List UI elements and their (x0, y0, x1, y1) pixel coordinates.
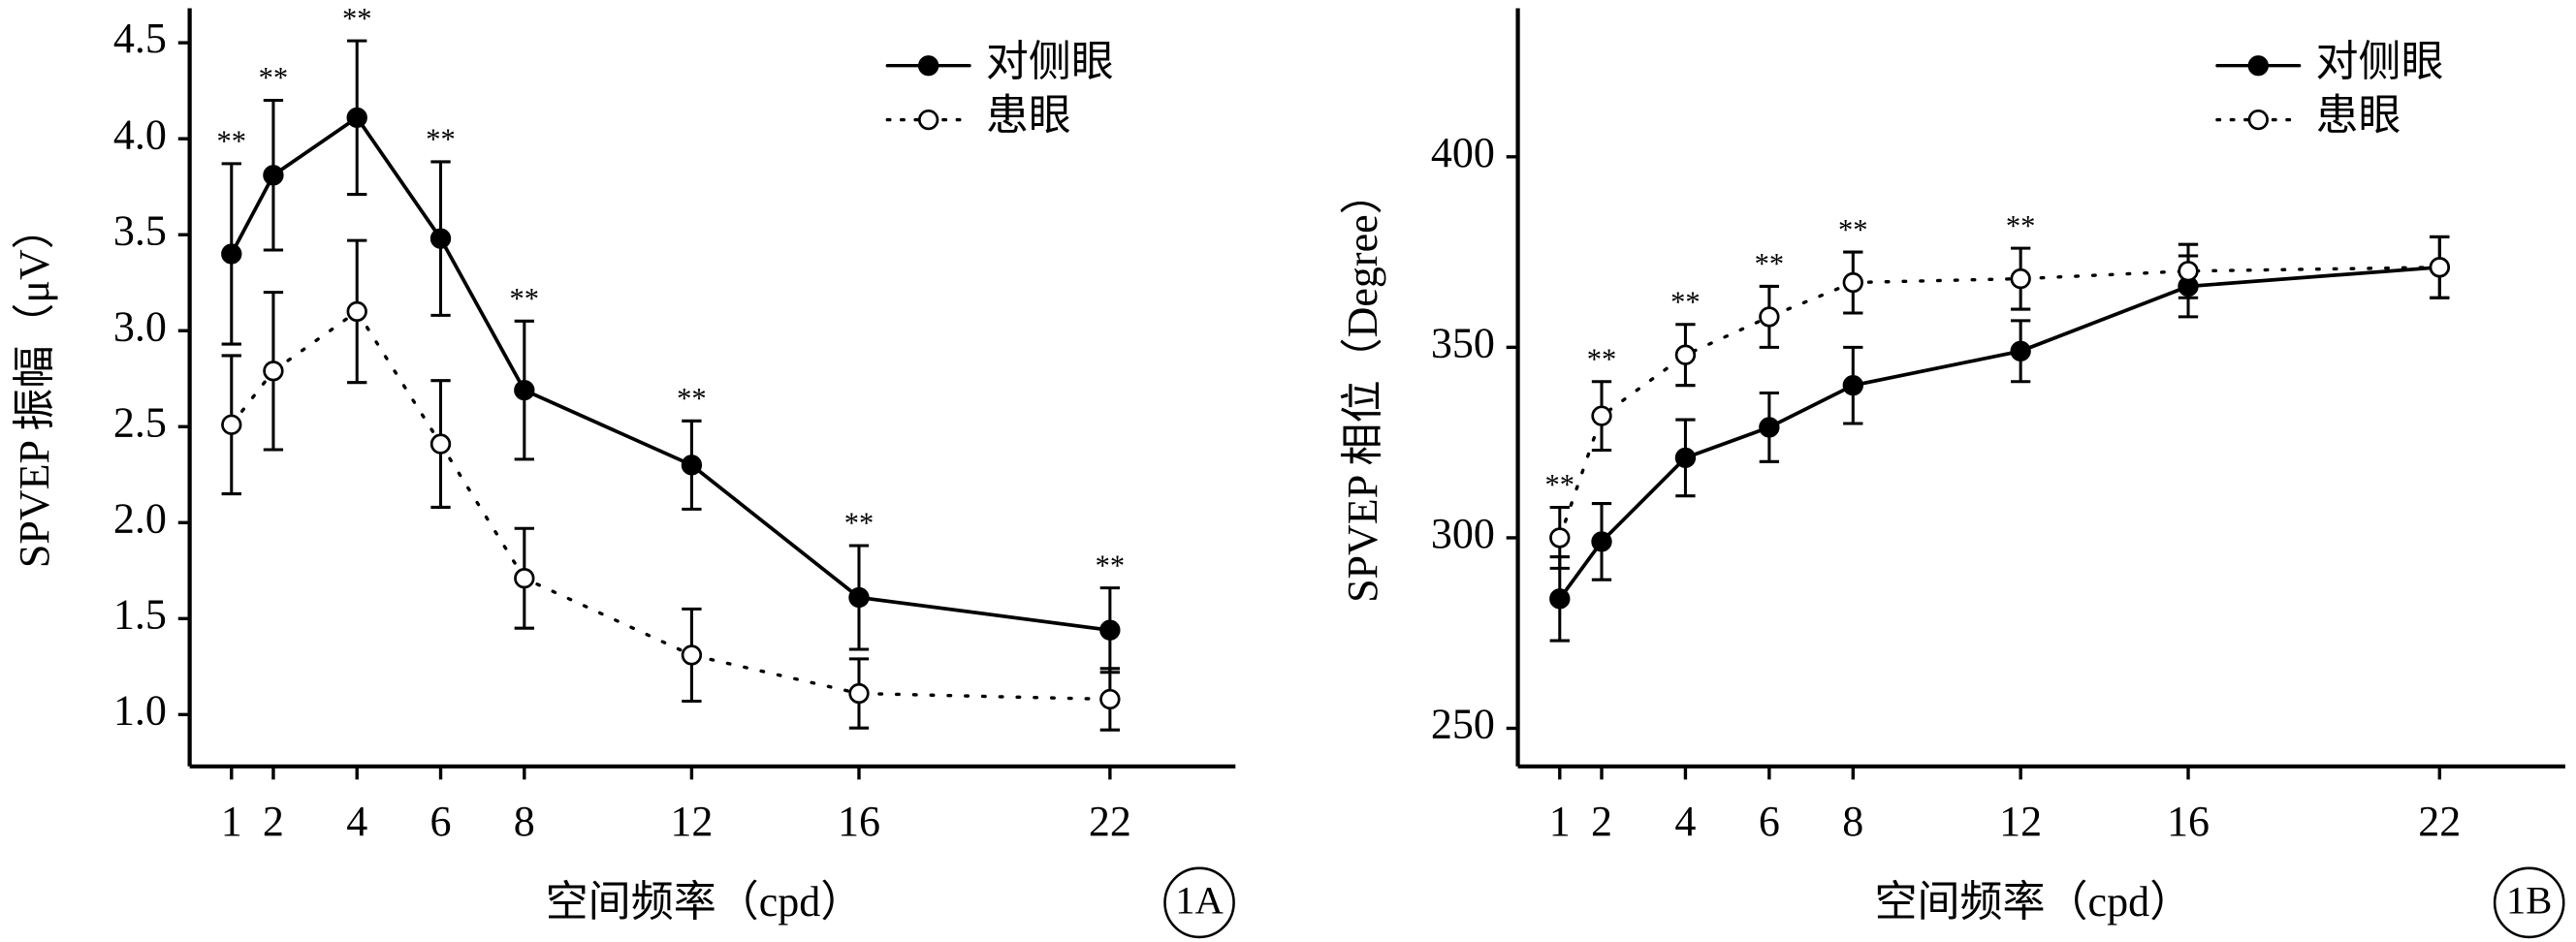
y-tick-label: 3.5 (113, 206, 167, 254)
data-point (1591, 531, 1612, 552)
y-tick-label: 300 (1431, 510, 1495, 557)
y-tick-label: 1.5 (113, 590, 167, 638)
x-axis-label: 空间频率（cpd） (1874, 878, 2192, 926)
x-tick-label: 16 (2167, 798, 2210, 845)
significance-label: ** (1838, 213, 1867, 246)
y-tick-label: 4.5 (113, 15, 167, 62)
legend-label: 对侧眼 (2316, 38, 2444, 85)
legend-marker (917, 55, 939, 77)
panel-label: 1A (1175, 878, 1224, 922)
x-axis-label: 空间频率（cpd） (546, 878, 864, 926)
legend-label: 患眼 (986, 92, 1071, 140)
data-point (1099, 619, 1121, 641)
x-tick-label: 2 (1591, 798, 1612, 845)
data-point (848, 586, 870, 609)
y-tick-label: 2.5 (113, 398, 167, 446)
panel-label-circle (2493, 866, 2565, 939)
significance-label: ** (1545, 468, 1574, 501)
data-point (1099, 688, 1121, 710)
significance-label: ** (1587, 342, 1616, 375)
panel-label-circle (1163, 866, 1235, 939)
significance-label: ** (217, 125, 246, 158)
x-tick-label: 12 (670, 798, 713, 845)
data-point (2429, 257, 2450, 278)
data-point (681, 455, 703, 476)
data-point (1842, 375, 1863, 396)
series-line (1557, 265, 2442, 601)
data-point (263, 361, 284, 382)
significance-label: ** (1755, 247, 1784, 280)
x-tick-label: 8 (1842, 798, 1863, 845)
y-axis-label: SPVEP 相位（Degree） (1339, 172, 1386, 603)
data-point (429, 228, 452, 249)
series-line (1558, 266, 2441, 540)
y-tick-label: 400 (1431, 129, 1495, 176)
data-point (2010, 340, 2031, 361)
legend-marker (2247, 109, 2269, 131)
significance-label: ** (259, 61, 288, 94)
data-point (848, 682, 870, 705)
x-tick-label: 6 (1759, 798, 1780, 845)
significance-label: ** (2006, 209, 2035, 242)
significance-label: ** (510, 282, 539, 315)
panel: 250 300 350 400 1 2 4 6 8 12 16 22 空间频率（cpd） SPVEP 相位… (1339, 8, 2565, 939)
x-tick-label: 22 (2418, 798, 2461, 845)
x-tick-label: 16 (838, 798, 880, 845)
significance-label: ** (677, 382, 706, 415)
x-tick-label: 6 (430, 798, 452, 845)
significance-label: ** (1096, 549, 1125, 581)
data-point (346, 107, 367, 129)
panel: 1.0 1.5 2.0 2.5 3.0 3.5 4.0 4.5 1 2 4 6 8 12 16 22 空间频率（… (11, 2, 1236, 939)
x-tick-label: 4 (346, 798, 367, 845)
y-tick-label: 350 (1431, 319, 1495, 366)
legend-marker (917, 109, 939, 131)
data-point (514, 568, 535, 589)
x-tick-label: 22 (1089, 798, 1131, 845)
significance-label: ** (342, 2, 371, 35)
x-tick-label: 4 (1674, 798, 1696, 845)
x-tick-label: 1 (1549, 798, 1571, 845)
significance-label: ** (1670, 285, 1700, 318)
y-tick-label: 1.0 (113, 686, 167, 734)
data-point (429, 433, 452, 455)
series-line (230, 308, 1112, 702)
data-point (1549, 588, 1571, 610)
data-point (1759, 306, 1780, 328)
panel-label: 1B (2506, 878, 2552, 922)
x-tick-label: 12 (1999, 798, 2042, 845)
data-point (1842, 271, 1863, 294)
series-line (229, 114, 1112, 633)
data-point (1674, 447, 1697, 469)
significance-label: ** (844, 507, 874, 540)
y-tick-label: 250 (1431, 701, 1495, 748)
significance-label: ** (426, 123, 455, 156)
data-point (1549, 527, 1571, 549)
y-tick-label: 2.0 (113, 494, 167, 542)
y-tick-label: 4.0 (113, 110, 167, 158)
data-point (263, 165, 284, 186)
data-point (221, 243, 242, 265)
data-point (1591, 405, 1612, 426)
data-point (2010, 267, 2031, 290)
y-tick-label: 3.0 (113, 302, 167, 350)
data-point (1674, 344, 1697, 365)
y-axis-label: SPVEP 振幅（μV） (11, 206, 58, 568)
legend-marker (2247, 55, 2269, 77)
data-point (681, 644, 703, 666)
x-tick-label: 2 (263, 798, 284, 845)
data-point (514, 379, 535, 401)
x-tick-label: 8 (514, 798, 535, 845)
legend-label: 对侧眼 (986, 38, 1114, 85)
data-point (1759, 417, 1780, 438)
data-point (2178, 261, 2199, 282)
legend-label: 患眼 (2316, 92, 2401, 140)
data-point (346, 300, 367, 323)
data-point (221, 414, 242, 435)
x-tick-label: 1 (221, 798, 242, 845)
